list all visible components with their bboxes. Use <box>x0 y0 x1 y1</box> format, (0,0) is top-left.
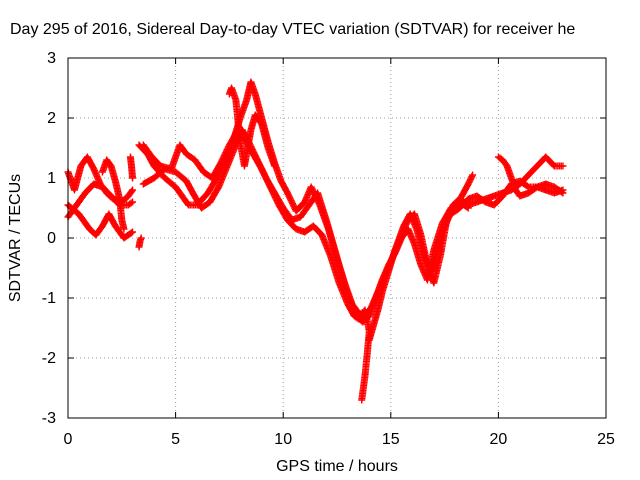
series-track-10 <box>225 84 279 170</box>
data-point <box>358 396 366 404</box>
axis-ticks: 0 5 10 15 20 25 -3 -2 -1 0 1 2 3 <box>42 50 615 448</box>
data-point <box>271 162 279 170</box>
data-point <box>137 234 145 242</box>
series-track-3 <box>64 201 137 242</box>
x-tick-label: 5 <box>171 431 180 448</box>
x-tick-label: 20 <box>490 431 508 448</box>
grid-lines <box>68 58 606 418</box>
y-tick-label: -2 <box>42 350 56 367</box>
series-track-7 <box>135 78 477 320</box>
data-point <box>559 189 567 197</box>
data-point <box>128 187 136 195</box>
series-track-4 <box>98 156 128 233</box>
data-point <box>129 228 137 236</box>
y-axis-label: SDTVAR / TECUs <box>7 174 24 302</box>
y-tick-label: -3 <box>42 410 56 427</box>
series-track-1 <box>64 153 137 206</box>
data-point <box>558 188 566 196</box>
data-point <box>127 199 135 207</box>
data-point <box>127 229 135 237</box>
chart-title: Day 295 of 2016, Sidereal Day-to-day VTE… <box>10 21 575 38</box>
data-point <box>559 162 567 170</box>
data-point <box>129 198 137 206</box>
y-tick-label: 0 <box>47 230 56 247</box>
x-tick-label: 0 <box>64 431 73 448</box>
data-points <box>64 78 567 404</box>
data-point <box>468 173 476 180</box>
data-point <box>129 174 137 182</box>
data-point <box>120 225 128 233</box>
plot-frame <box>67 57 607 419</box>
x-tick-label: 10 <box>274 431 292 448</box>
series-track-6 <box>126 153 137 182</box>
data-point <box>469 171 477 179</box>
y-tick-label: 3 <box>47 50 56 67</box>
series-track-5 <box>135 234 145 251</box>
x-tick-label: 25 <box>597 431 615 448</box>
x-tick-label: 15 <box>382 431 400 448</box>
data-point <box>129 186 137 194</box>
x-axis-label: GPS time / hours <box>276 458 398 475</box>
y-tick-label: 2 <box>47 110 56 127</box>
series-track-13 <box>494 153 567 200</box>
y-tick-label: -1 <box>42 290 56 307</box>
y-tick-label: 1 <box>47 170 56 187</box>
